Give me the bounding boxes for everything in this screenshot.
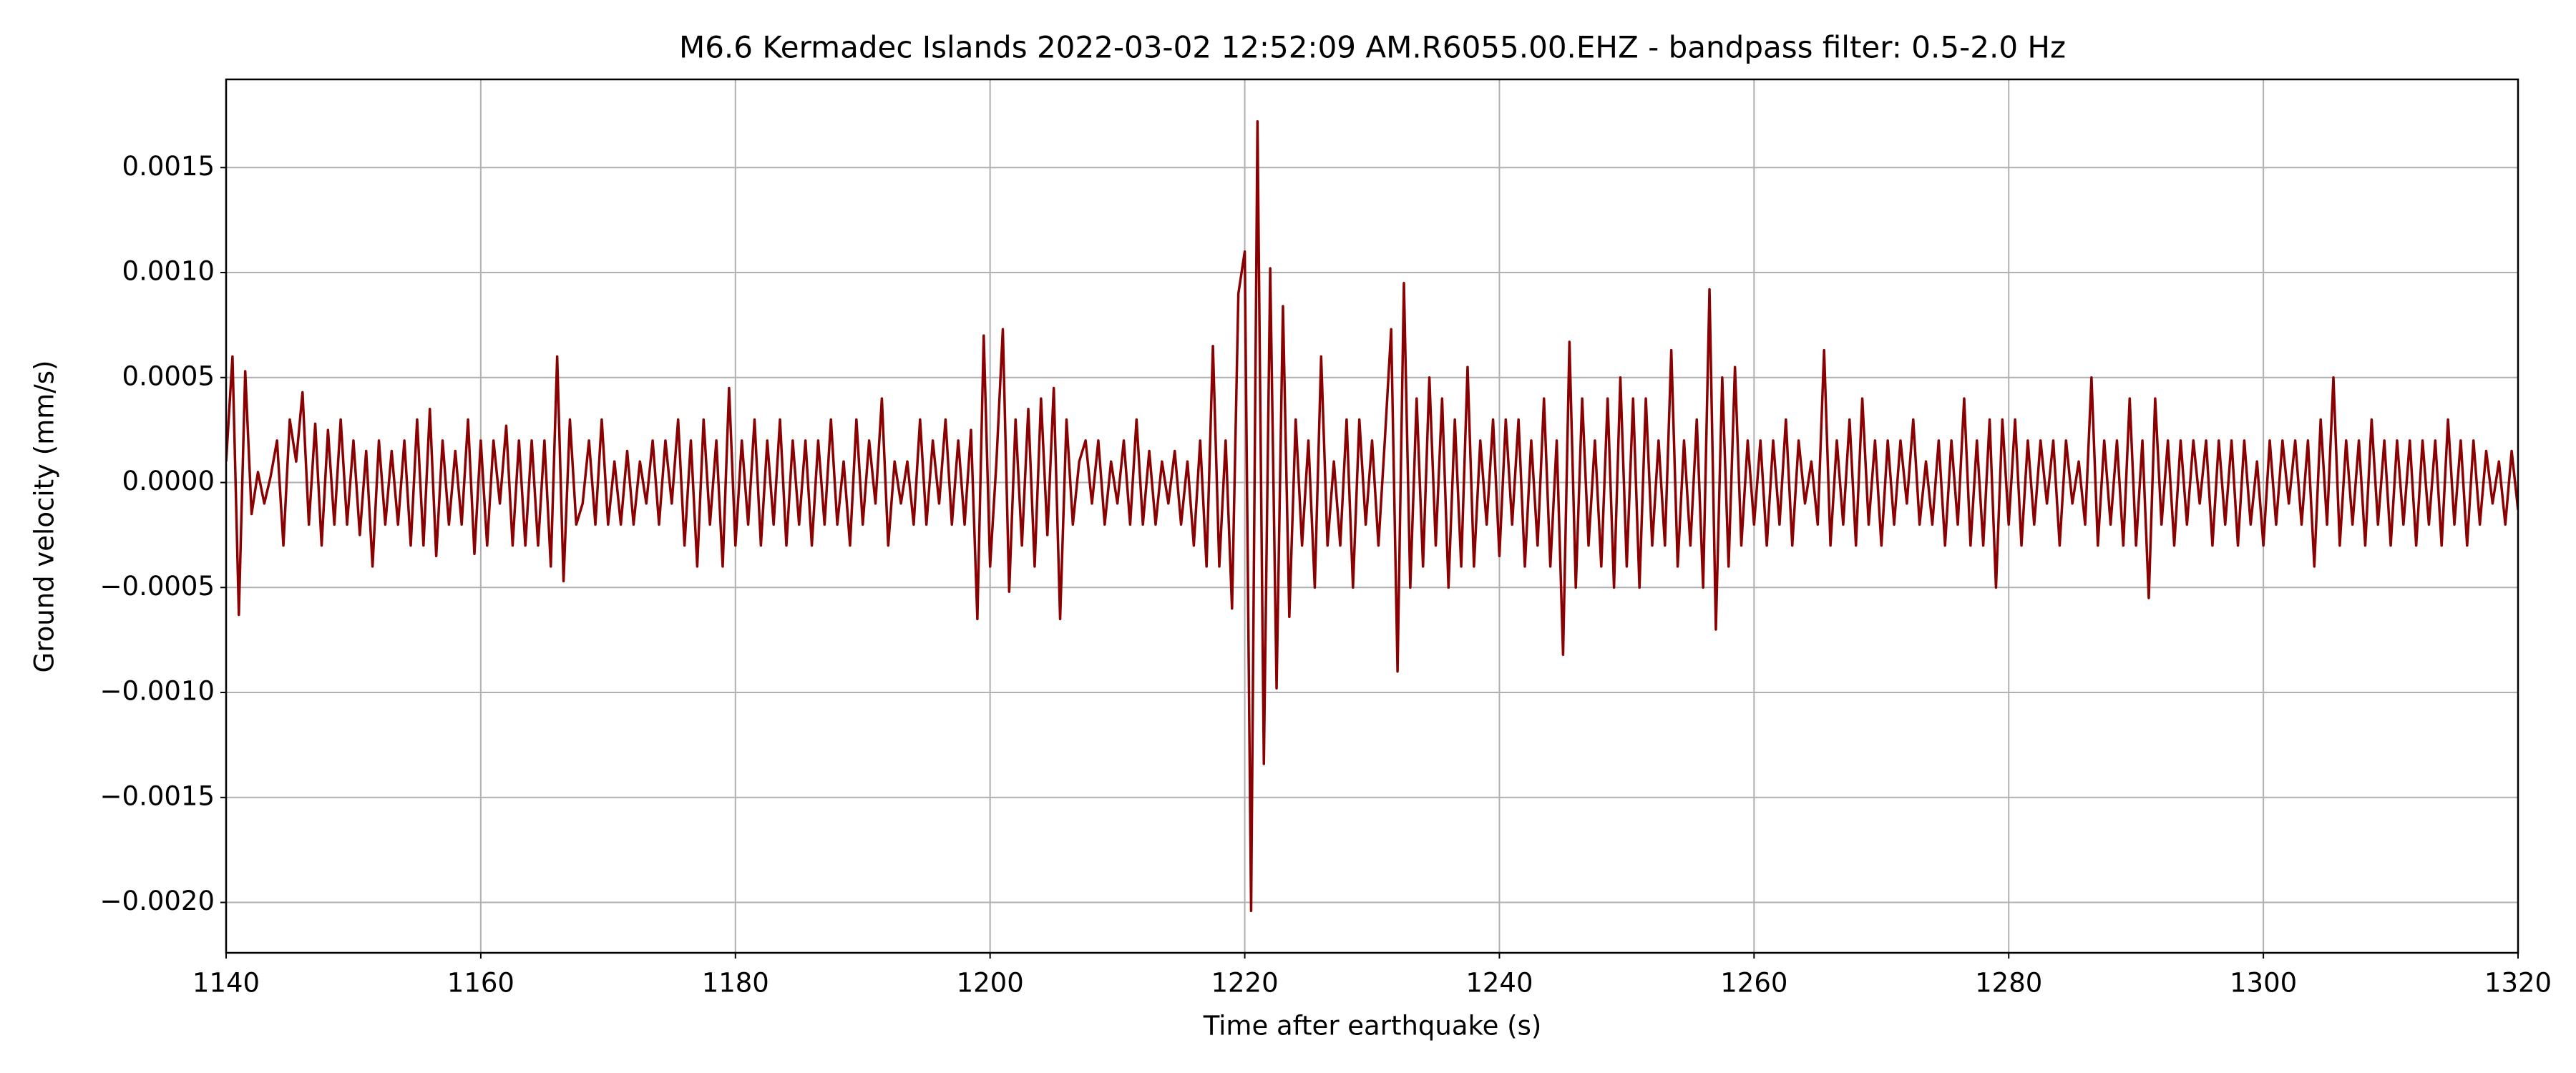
x-axis-label: Time after earthquake (s) [1203, 1011, 1542, 1042]
y-tick-label: −0.0005 [100, 571, 215, 602]
x-tick-label: 1280 [1975, 968, 2042, 999]
x-tick-label: 1180 [702, 968, 769, 999]
x-tick-label: 1240 [1465, 968, 1533, 999]
y-tick-label: 0.0010 [122, 256, 215, 287]
y-tick-label: 0.0000 [122, 466, 215, 496]
plot-frame [225, 78, 2519, 954]
chart-title: M6.6 Kermadec Islands 2022-03-02 12:52:0… [679, 30, 2066, 65]
x-tick-label: 1300 [2230, 968, 2297, 999]
y-axis-label: Ground velocity (mm/s) [29, 361, 60, 673]
x-tick-label: 1160 [447, 968, 514, 999]
y-tick-label: −0.0015 [100, 780, 215, 811]
y-tick-label: −0.0010 [100, 676, 215, 707]
y-tick-label: −0.0020 [100, 886, 215, 916]
x-tick-label: 1260 [1720, 968, 1787, 999]
y-tick-label: 0.0015 [122, 151, 215, 182]
y-tick-label: 0.0005 [122, 361, 215, 391]
x-tick-label: 1220 [1211, 968, 1278, 999]
x-tick-label: 1200 [957, 968, 1024, 999]
x-tick-label: 1320 [2484, 968, 2552, 999]
series-line [226, 119, 2518, 913]
x-tick-label: 1140 [192, 968, 260, 999]
